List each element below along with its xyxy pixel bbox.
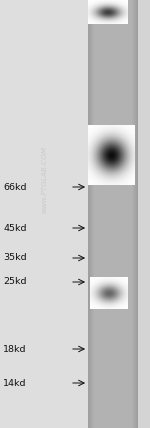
Text: www.PTGLAB.COM: www.PTGLAB.COM bbox=[41, 146, 47, 213]
Text: 18kd: 18kd bbox=[3, 345, 27, 354]
Text: 25kd: 25kd bbox=[3, 277, 27, 286]
Text: 66kd: 66kd bbox=[3, 182, 27, 191]
Text: 14kd: 14kd bbox=[3, 378, 27, 387]
Text: 35kd: 35kd bbox=[3, 253, 27, 262]
Bar bbox=[0, 0, 88, 428]
Text: 45kd: 45kd bbox=[3, 223, 27, 232]
